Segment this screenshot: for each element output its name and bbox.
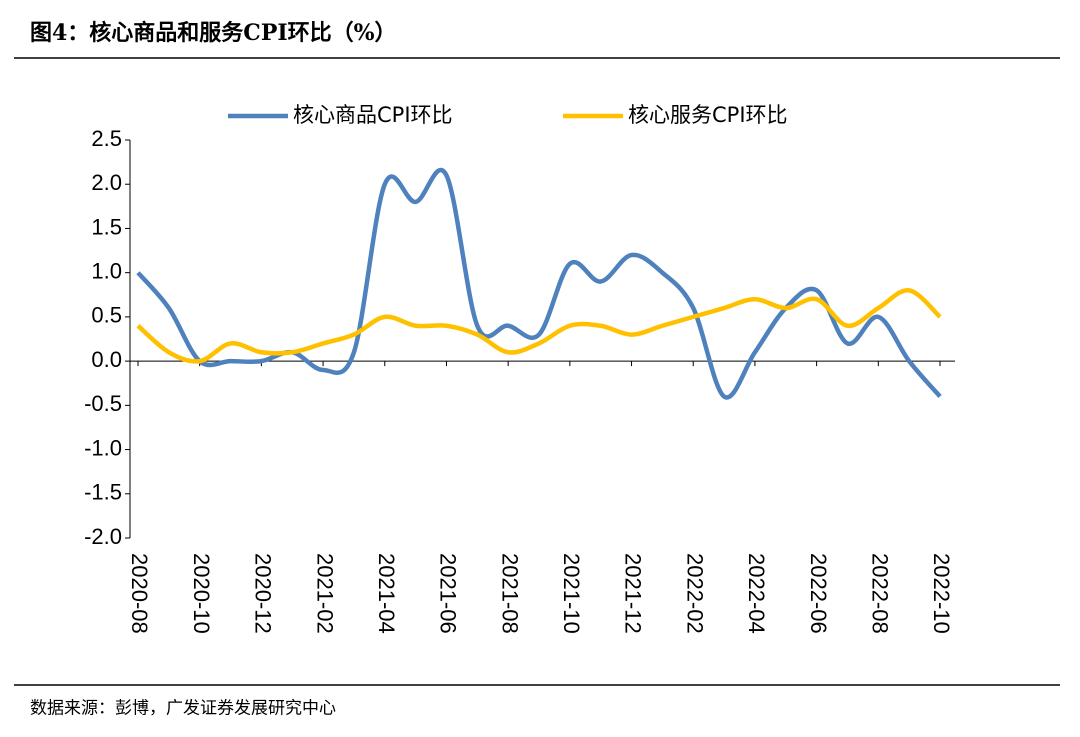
series-line bbox=[136, 167, 942, 400]
x-tick-label: 2021-08 bbox=[497, 553, 522, 634]
y-tick-label: -0.5 bbox=[84, 391, 122, 416]
y-tick-label: 1.0 bbox=[91, 258, 122, 283]
legend-label: 核心商品CPI环比 bbox=[293, 103, 453, 127]
legend-label: 核心服务CPI环比 bbox=[628, 103, 788, 127]
x-tick-label: 2022-08 bbox=[867, 553, 892, 634]
x-tick-label: 2022-02 bbox=[682, 553, 707, 634]
x-tick-label: 2021-04 bbox=[374, 553, 399, 634]
x-tick-label: 2021-06 bbox=[436, 553, 461, 634]
y-tick-label: -2.0 bbox=[84, 524, 122, 549]
y-tick-label: 2.5 bbox=[91, 126, 122, 151]
x-tick-label: 2021-10 bbox=[559, 553, 584, 634]
y-tick-label: 2.0 bbox=[91, 170, 122, 195]
x-tick-label: 2022-06 bbox=[806, 553, 831, 634]
x-tick-label: 2020-12 bbox=[251, 553, 276, 634]
y-tick-label: 1.5 bbox=[91, 214, 122, 239]
y-tick-label: -1.5 bbox=[84, 480, 122, 505]
y-tick-label: -1.0 bbox=[84, 435, 122, 460]
chart-title: 图4：核心商品和服务CPI环比（%） bbox=[30, 20, 397, 46]
x-tick-label: 2022-04 bbox=[744, 553, 769, 634]
series-line bbox=[136, 288, 942, 364]
x-tick-label: 2020-10 bbox=[189, 553, 214, 634]
y-tick-label: 0.0 bbox=[91, 347, 122, 372]
source-note: 数据来源：彭博，广发证券发展研究中心 bbox=[30, 699, 336, 719]
x-tick-label: 2021-12 bbox=[621, 553, 646, 634]
y-tick-label: 0.5 bbox=[91, 303, 122, 328]
x-tick-label: 2020-08 bbox=[127, 553, 152, 634]
x-tick-label: 2022-10 bbox=[929, 553, 954, 634]
x-tick-label: 2021-02 bbox=[312, 553, 337, 634]
